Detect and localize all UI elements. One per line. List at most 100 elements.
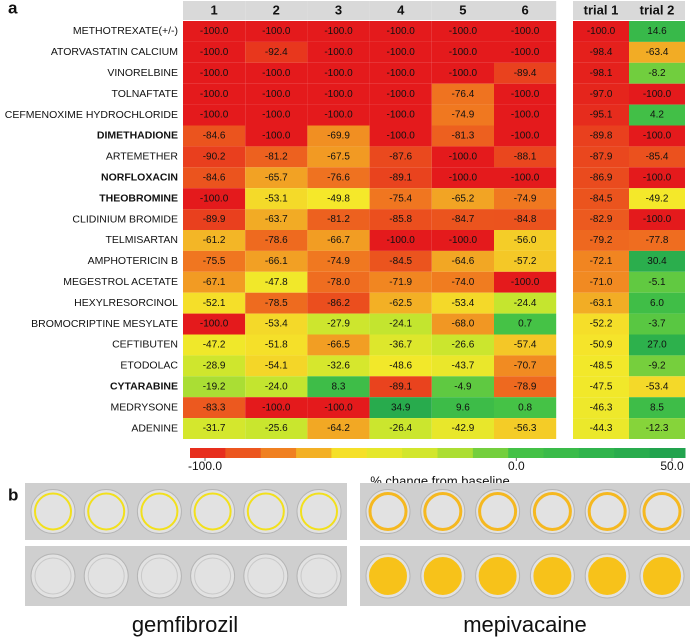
heat-cell (245, 355, 308, 377)
cell-label: 0.7 (518, 319, 532, 330)
cell-label: -56.3 (514, 423, 537, 434)
cell-label: -100.0 (262, 26, 291, 37)
heat-cell (573, 209, 629, 230)
heat-cell (307, 250, 370, 272)
sample (247, 557, 285, 595)
heat-cell (307, 271, 370, 293)
cell-label: -100.0 (449, 151, 478, 162)
heat-cell (369, 313, 432, 335)
cell-label: -79.2 (590, 235, 613, 246)
row-label: ARTEMETHER (106, 151, 179, 163)
heat-cell (369, 83, 432, 105)
heat-cell (369, 355, 432, 377)
cell-label: -48.6 (389, 360, 412, 371)
heat-cell (307, 355, 370, 377)
heat-cell (494, 418, 557, 439)
heat-cell (183, 376, 246, 398)
cell-label: 4.2 (650, 110, 664, 121)
heat-cell (494, 292, 557, 314)
well (365, 489, 411, 534)
heat-cell (369, 167, 432, 189)
cell-label: -100.0 (643, 89, 672, 100)
well (83, 489, 129, 534)
cell-label: -100.0 (387, 235, 416, 246)
cell-label: -67.1 (203, 277, 226, 288)
sample (193, 492, 232, 531)
cell-label: -100.0 (324, 26, 353, 37)
cell-label: -63.4 (646, 47, 669, 58)
cell-label: -100.0 (200, 89, 229, 100)
photo-panel (360, 546, 690, 606)
row-label: VINORELBINE (107, 67, 178, 79)
heat-cell (629, 418, 685, 439)
row-label: METHOTREXATE(+/-) (73, 25, 178, 37)
heat-cell (494, 355, 557, 377)
heat-cell (369, 334, 432, 356)
heat-cell (629, 209, 685, 230)
row-label: TELMISARTAN (105, 234, 178, 246)
cell-label: -100.0 (449, 172, 478, 183)
cell-label: -57.2 (514, 256, 537, 267)
heat-cell (431, 397, 494, 419)
cell-label: -53.1 (265, 193, 288, 204)
heat-cell (245, 334, 308, 356)
heat-cell (183, 209, 246, 230)
cell-label: -100.0 (511, 131, 540, 142)
cell-label: -62.5 (389, 298, 412, 309)
row-label: AMPHOTERICIN B (88, 255, 178, 267)
cell-label: -53.4 (646, 381, 669, 392)
heat-cell (369, 209, 432, 230)
cell-label: 6.0 (650, 298, 664, 309)
cell-label: -69.9 (327, 131, 350, 142)
cell-label: -100.0 (387, 110, 416, 121)
cell-label: -100.0 (324, 47, 353, 58)
cell-label: -24.1 (389, 319, 412, 330)
cell-label: -100.0 (387, 131, 416, 142)
column-label: 2 (273, 2, 280, 17)
heat-cell (183, 313, 246, 335)
heat-cell (245, 146, 308, 168)
column-label: 4 (397, 2, 405, 17)
cell-label: 14.6 (647, 26, 667, 37)
colorbar-segment (437, 448, 474, 458)
cell-label: -100.0 (511, 277, 540, 288)
cell-label: -100.0 (449, 47, 478, 58)
cell-label: -83.3 (203, 402, 226, 413)
cell-label: -74.9 (514, 193, 537, 204)
heat-cell (307, 209, 370, 230)
heat-cell (431, 125, 494, 147)
heat-cell (307, 292, 370, 314)
sample (87, 492, 126, 531)
cell-label: -68.0 (452, 319, 475, 330)
heat-cell (369, 376, 432, 398)
heat-cell (431, 83, 494, 105)
row-label: CEFTIBUTEN (112, 339, 178, 351)
column-label: trial 2 (640, 2, 675, 17)
heat-cell (183, 104, 246, 126)
cell-label: -53.4 (452, 298, 475, 309)
sample (587, 492, 627, 531)
image-caption: gemfibrozil (132, 612, 238, 637)
cell-label: -86.9 (590, 172, 613, 183)
cell-label: -76.6 (327, 172, 350, 183)
heat-cell (573, 355, 629, 377)
header-cell (245, 1, 308, 20)
well (475, 489, 521, 534)
heat-cell (629, 21, 685, 42)
sample (368, 492, 408, 531)
heat-cell (183, 230, 246, 251)
image-caption: mepivacaine (463, 612, 587, 637)
heat-cell (307, 376, 370, 398)
cell-label: -100.0 (387, 47, 416, 58)
heat-cell (245, 418, 308, 439)
heat-cell (245, 104, 308, 126)
heat-cell (369, 21, 432, 42)
cell-label: -87.9 (590, 151, 613, 162)
colorbar-segment (614, 448, 651, 458)
cell-label: -64.2 (327, 423, 350, 434)
cell-label: 27.0 (647, 340, 667, 351)
cell-label: -100.0 (387, 68, 416, 79)
cell-label: -100.0 (200, 68, 229, 79)
cell-label: -74.0 (452, 277, 475, 288)
